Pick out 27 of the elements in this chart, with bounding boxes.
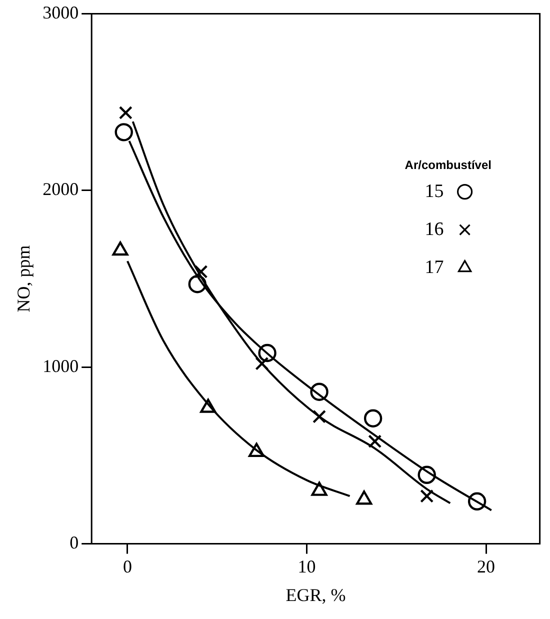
point bbox=[194, 264, 208, 278]
point bbox=[468, 492, 486, 510]
point bbox=[368, 434, 382, 448]
x-tick-label: 10 bbox=[298, 556, 316, 576]
point bbox=[418, 466, 436, 484]
point bbox=[310, 382, 328, 401]
point bbox=[118, 106, 132, 120]
point bbox=[312, 410, 326, 424]
point bbox=[114, 123, 133, 142]
point bbox=[258, 344, 276, 362]
y-tick-label: 3000 bbox=[42, 2, 79, 23]
legend-label: 16 bbox=[424, 218, 444, 240]
x-tick-label: 20 bbox=[477, 556, 496, 576]
x-tick-label: 0 bbox=[122, 556, 132, 576]
y-axis-title: NO, ppm bbox=[14, 245, 34, 312]
line-series bbox=[126, 260, 351, 498]
legend-label: 17 bbox=[424, 256, 444, 278]
x-axis-title: EGR, % bbox=[286, 584, 346, 605]
y-tick-label: 2000 bbox=[42, 179, 79, 200]
legend-title: Ar/combustível bbox=[404, 158, 492, 172]
point bbox=[188, 275, 206, 294]
point bbox=[255, 356, 269, 370]
y-tick-label: 0 bbox=[70, 532, 79, 553]
point bbox=[420, 489, 434, 503]
y-tick-label: 1000 bbox=[42, 356, 79, 376]
point bbox=[364, 409, 382, 428]
legend-label: 15 bbox=[424, 180, 444, 202]
